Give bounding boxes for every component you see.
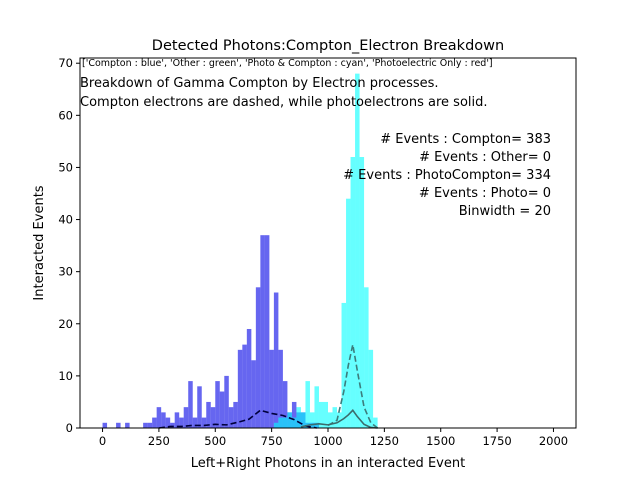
photo-compton-bar — [282, 417, 288, 428]
photo-compton-bar — [337, 412, 342, 428]
x-tick-label: 250 — [148, 434, 170, 448]
x-axis-label: Left+Right Photons in an interacted Even… — [191, 456, 465, 471]
compton-bar — [116, 422, 121, 428]
y-tick-label: 50 — [58, 160, 73, 174]
compton-bar — [237, 349, 243, 428]
compton-bar — [251, 360, 256, 428]
description-line-2: Compton electrons are dashed, while phot… — [80, 95, 488, 110]
compton-bar — [174, 412, 180, 428]
photo-compton-bar — [323, 401, 328, 428]
photo-compton-bar — [305, 381, 310, 428]
x-tick-label: 0 — [99, 434, 106, 448]
compton-bar — [170, 422, 175, 428]
compton-bar — [242, 344, 247, 428]
compton-bar-series — [102, 235, 319, 428]
plot-area — [102, 73, 379, 429]
electron-line-series — [158, 344, 379, 429]
photo-compton-bar — [341, 302, 347, 428]
compton-bar — [201, 417, 207, 428]
x-tick-label: 750 — [261, 434, 283, 448]
description-line-1: Breakdown of Gamma Compton by Electron p… — [80, 76, 439, 91]
photo-compton-bar — [273, 422, 279, 428]
stats-photocompton-count: # Events : PhotoCompton= 334 — [343, 168, 551, 183]
compton-bar — [246, 328, 252, 428]
stats-box: # Events : Compton= 383 # Events : Other… — [343, 132, 551, 219]
compton-bar — [192, 417, 198, 428]
x-axis-ticks: 0 250 500 750 1000 1250 1500 1750 2000 — [99, 428, 568, 448]
compton-bar — [282, 381, 288, 428]
compton-bar — [210, 407, 216, 428]
compton-bar — [183, 407, 189, 428]
photo-compton-bar — [355, 73, 360, 428]
compton-bar — [143, 422, 148, 428]
compton-bar — [219, 391, 225, 428]
compton-bar — [291, 401, 297, 428]
compton-bar — [269, 349, 274, 428]
y-axis-label: Interacted Events — [32, 185, 47, 300]
compton-bar — [102, 422, 108, 428]
photo-compton-bar — [373, 417, 378, 428]
compton-bar — [188, 381, 193, 428]
photo-compton-bar — [291, 417, 297, 428]
photo-compton-bar — [364, 287, 369, 428]
photocompton-electron-dashed-line — [327, 344, 379, 429]
photo-compton-bar — [368, 349, 374, 428]
compton-bar — [179, 417, 184, 428]
compton-bar — [278, 349, 283, 428]
x-tick-label: 1000 — [313, 434, 342, 448]
compton-bar — [147, 422, 153, 428]
compton-bar — [165, 417, 171, 428]
x-tick-label: 1500 — [426, 434, 455, 448]
compton-bar — [233, 401, 238, 428]
compton-bar — [228, 407, 234, 428]
y-axis-ticks: 0 10 20 30 40 50 60 70 — [58, 56, 80, 435]
y-tick-label: 70 — [58, 56, 73, 70]
y-tick-label: 0 — [66, 421, 73, 435]
photo-compton-bar — [346, 198, 351, 428]
compton-bar — [264, 235, 270, 428]
x-tick-label: 1250 — [370, 434, 399, 448]
compton-bar — [224, 375, 229, 428]
stats-other-count: # Events : Other= 0 — [419, 150, 551, 165]
photo-compton-bar — [278, 417, 283, 428]
photo-compton-bar — [300, 412, 306, 428]
photo-compton-bar — [350, 157, 356, 428]
y-tick-label: 40 — [58, 213, 73, 227]
compton-bar — [197, 386, 202, 428]
x-tick-label: 2000 — [539, 434, 568, 448]
stats-compton-count: # Events : Compton= 383 — [380, 132, 551, 147]
compton-bar — [161, 412, 166, 428]
compton-electron-dashed-line — [158, 409, 317, 429]
photo-compton-bar — [314, 386, 319, 428]
stats-photo-count: # Events : Photo= 0 — [419, 186, 551, 201]
photo-compton-bar — [287, 412, 292, 428]
y-tick-label: 60 — [58, 108, 73, 122]
compton-bar — [156, 407, 162, 428]
photo-compton-bar — [318, 401, 324, 428]
compton-bar — [152, 417, 157, 428]
compton-bar — [125, 422, 130, 428]
y-tick-label: 10 — [58, 369, 73, 383]
photo-compton-bar — [359, 157, 365, 428]
x-tick-label: 500 — [204, 434, 226, 448]
x-tick-label: 1750 — [482, 434, 511, 448]
photo-compton-bar — [309, 412, 315, 428]
chart-title: Detected Photons:Compton_Electron Breakd… — [152, 38, 504, 54]
compton-bar — [260, 235, 265, 428]
compton-bar — [215, 381, 220, 428]
photo-compton-bar — [332, 407, 338, 428]
compton-bar — [255, 287, 261, 428]
stats-binwidth: Binwidth = 20 — [459, 204, 551, 219]
photo-compton-bar — [296, 407, 301, 428]
y-tick-label: 20 — [58, 317, 73, 331]
photo-compton-bar-series — [273, 73, 378, 428]
compton-bar — [206, 401, 211, 428]
y-tick-label: 30 — [58, 265, 73, 279]
compton-bar — [273, 292, 279, 428]
legend-key-text: ['Compton : blue', 'Other : green', 'Pho… — [82, 58, 493, 69]
photocompton-photoelectron-solid-line — [300, 409, 378, 429]
photo-compton-bar — [328, 412, 333, 428]
